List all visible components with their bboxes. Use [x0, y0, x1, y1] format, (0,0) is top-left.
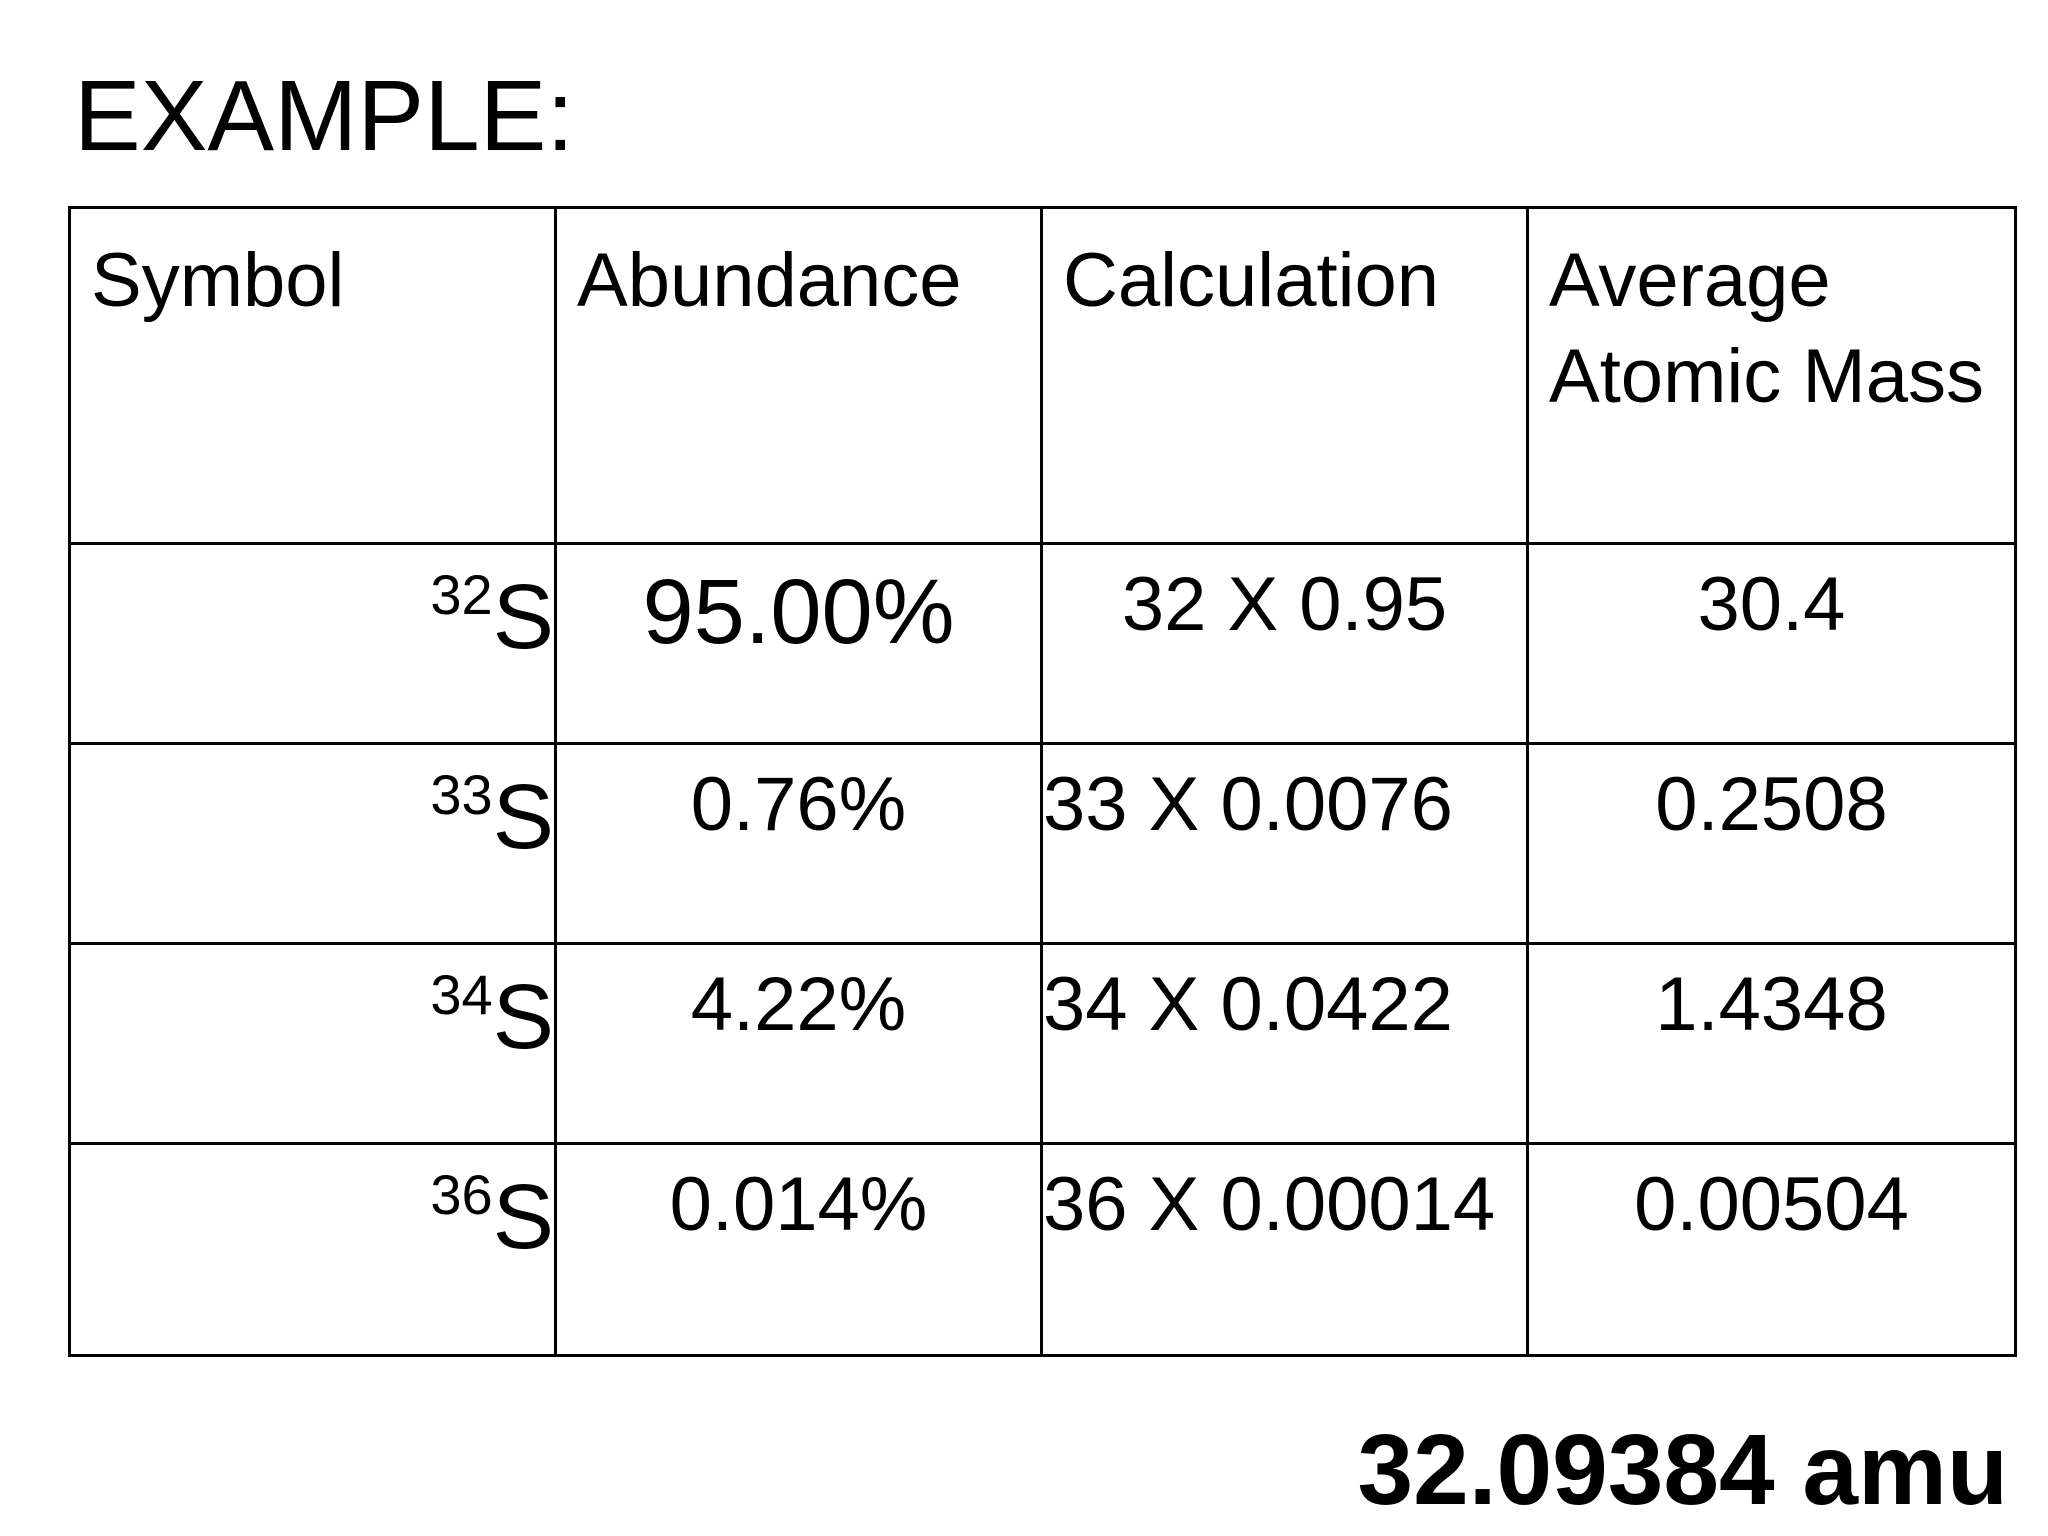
- table-row: 34S 4.22% 34 X 0.0422 1.4348: [68, 942, 2017, 1145]
- table-header-row: Symbol Abundance Calculation Average Ato…: [68, 206, 2017, 545]
- header-calculation: Calculation: [1040, 206, 1529, 545]
- element-symbol: S: [492, 966, 554, 1068]
- isotope-table: Symbol Abundance Calculation Average Ato…: [68, 206, 2017, 1357]
- average-atomic-mass-cell: 0.00504: [1526, 1142, 2017, 1357]
- isotope-symbol-cell: 34S: [68, 942, 557, 1145]
- element-symbol: S: [492, 1166, 554, 1268]
- abundance-cell: 0.76%: [554, 742, 1043, 945]
- calculation-cell: 34 X 0.0422: [1040, 942, 1529, 1145]
- table-row: 33S 0.76% 33 X 0.0076 0.2508: [68, 742, 2017, 945]
- header-symbol: Symbol: [68, 206, 557, 545]
- average-atomic-mass-cell: 1.4348: [1526, 942, 2017, 1145]
- mass-number: 34: [430, 963, 493, 1026]
- abundance-cell: 95.00%: [554, 542, 1043, 745]
- mass-number: 36: [430, 1163, 493, 1226]
- mass-number: 32: [430, 563, 493, 626]
- element-symbol: S: [492, 566, 554, 668]
- table-row: 32S 95.00% 32 X 0.95 30.4: [68, 542, 2017, 745]
- header-average-atomic-mass: Average Atomic Mass: [1526, 206, 2017, 545]
- isotope-symbol-cell: 33S: [68, 742, 557, 945]
- isotope-symbol-cell: 36S: [68, 1142, 557, 1357]
- calculation-cell: 36 X 0.00014: [1040, 1142, 1529, 1357]
- slide-title: EXAMPLE:: [74, 60, 575, 172]
- calculation-cell: 33 X 0.0076: [1040, 742, 1529, 945]
- abundance-cell: 4.22%: [554, 942, 1043, 1145]
- total-average-atomic-mass: 32.09384 amu: [1357, 1414, 2009, 1526]
- mass-number: 33: [430, 763, 493, 826]
- average-atomic-mass-cell: 0.2508: [1526, 742, 2017, 945]
- calculation-cell: 32 X 0.95: [1040, 542, 1529, 745]
- average-atomic-mass-cell: 30.4: [1526, 542, 2017, 745]
- isotope-symbol-cell: 32S: [68, 542, 557, 745]
- table-row: 36S 0.014% 36 X 0.00014 0.00504: [68, 1142, 2017, 1357]
- abundance-cell: 0.014%: [554, 1142, 1043, 1357]
- header-abundance: Abundance: [554, 206, 1043, 545]
- element-symbol: S: [492, 766, 554, 868]
